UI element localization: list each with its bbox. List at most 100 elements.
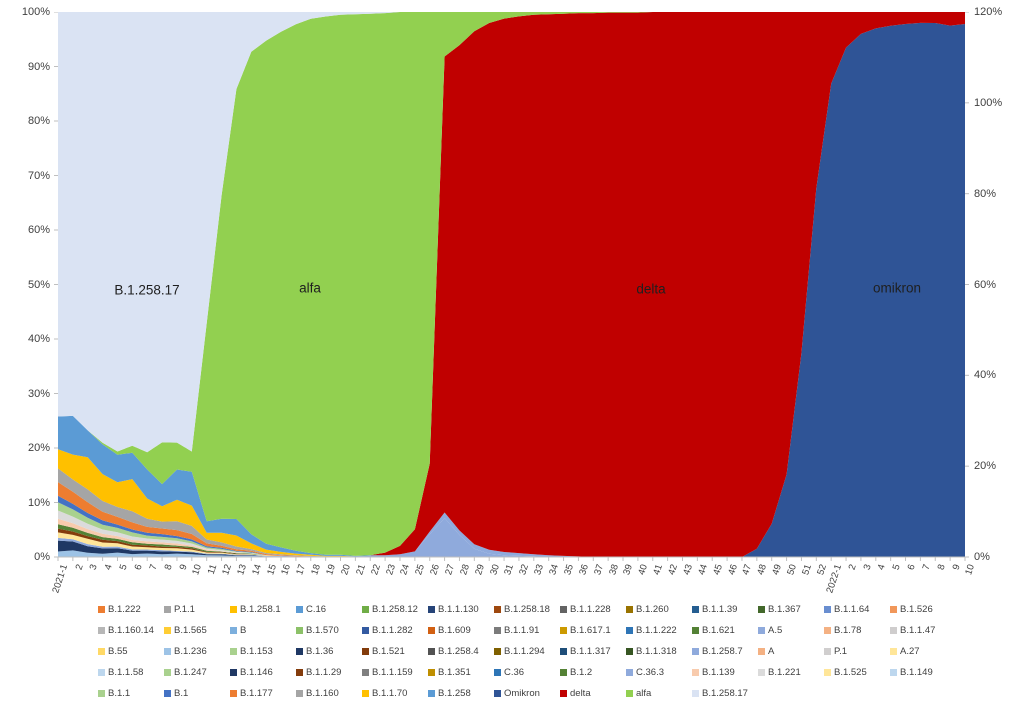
legend-label: B bbox=[240, 625, 247, 636]
x-axis-label: 37 bbox=[591, 563, 606, 577]
legend-label: B.1.617.1 bbox=[570, 625, 611, 636]
x-axis-label: 8 bbox=[935, 563, 948, 572]
legend-swatch-icon bbox=[296, 648, 303, 655]
x-axis-label: 2021-1 bbox=[50, 563, 71, 595]
y-axis-right-label: 0% bbox=[974, 551, 990, 563]
plot-area bbox=[54, 12, 969, 561]
x-axis-label: 2 bbox=[73, 563, 86, 572]
legend-item-A.5: A.5 bbox=[758, 625, 824, 636]
legend-label: B.1.258 bbox=[438, 688, 471, 699]
legend-label: B.1.570 bbox=[306, 625, 339, 636]
x-axis-label: 27 bbox=[443, 563, 458, 577]
legend-label: B.1.621 bbox=[702, 625, 735, 636]
x-axis-label: 38 bbox=[606, 563, 621, 577]
x-axis-label: 28 bbox=[458, 563, 472, 577]
area-label-alfa: alfa bbox=[299, 280, 321, 296]
legend-swatch-icon bbox=[428, 648, 435, 655]
legend-label: B.1.1.130 bbox=[438, 604, 479, 615]
legend-swatch-icon bbox=[98, 690, 105, 697]
x-axis-label: 50 bbox=[785, 563, 800, 577]
legend-swatch-icon bbox=[362, 669, 369, 676]
legend-swatch-icon bbox=[758, 669, 765, 676]
x-axis-label: 51 bbox=[800, 563, 814, 577]
legend-label: delta bbox=[570, 688, 591, 699]
legend-label: B.1.565 bbox=[174, 625, 207, 636]
legend-swatch-icon bbox=[428, 606, 435, 613]
legend-item-B.1.260: B.1.260 bbox=[626, 604, 692, 615]
legend-label: B.1.78 bbox=[834, 625, 862, 636]
legend-swatch-icon bbox=[494, 690, 501, 697]
legend-label: C.16 bbox=[306, 604, 327, 615]
legend-item-B.1.139: B.1.139 bbox=[692, 667, 758, 678]
legend-label: B.1.1 bbox=[108, 688, 131, 699]
legend-label: B.1.160.14 bbox=[108, 625, 154, 636]
y-axis-left-label: 70% bbox=[27, 169, 50, 182]
legend-item-B.1.1.228: B.1.1.228 bbox=[560, 604, 626, 615]
legend-swatch-icon bbox=[362, 627, 369, 634]
x-axis-label: 35 bbox=[562, 563, 576, 577]
x-axis-label: 23 bbox=[383, 563, 398, 577]
legend-label: B.1.1.294 bbox=[504, 646, 545, 657]
x-axis-label: 6 bbox=[905, 563, 918, 572]
legend-item-B.1.177: B.1.177 bbox=[230, 688, 296, 699]
legend-swatch-icon bbox=[890, 627, 897, 634]
legend-item-B.1.258.1: B.1.258.1 bbox=[230, 604, 296, 615]
legend-item-B.1.621: B.1.621 bbox=[692, 625, 758, 636]
legend-item-B.1.258.12: B.1.258.12 bbox=[362, 604, 428, 615]
x-axis-label: 3 bbox=[88, 563, 101, 572]
legend-label: P.1.1 bbox=[174, 604, 195, 615]
legend-item-B: B bbox=[230, 625, 296, 636]
legend-item-C.16: C.16 bbox=[296, 604, 362, 615]
legend-item-B.1.367: B.1.367 bbox=[758, 604, 824, 615]
legend-swatch-icon bbox=[824, 606, 831, 613]
legend-item-B.1.521: B.1.521 bbox=[362, 646, 428, 657]
legend-item-C.36: C.36 bbox=[494, 667, 560, 678]
legend-item-B.1.258.17: B.1.258.17 bbox=[692, 688, 758, 699]
y-axis-left-label: 40% bbox=[27, 333, 50, 345]
legend-swatch-icon bbox=[164, 648, 171, 655]
legend-label: B.1.1.91 bbox=[504, 625, 540, 636]
y-axis-left-label: 30% bbox=[27, 387, 50, 400]
x-axis-label: 19 bbox=[324, 563, 339, 577]
legend-item-B.1.1.130: B.1.1.130 bbox=[428, 604, 494, 615]
x-axis-label: 13 bbox=[235, 563, 249, 577]
legend-swatch-icon bbox=[494, 627, 501, 634]
area-series-B.1.236 bbox=[58, 550, 965, 557]
legend-label: B.1.1.39 bbox=[702, 604, 738, 615]
legend-label: B.1.1.70 bbox=[372, 688, 408, 699]
legend-label: B.1.521 bbox=[372, 646, 405, 657]
x-axis-label: 20 bbox=[339, 563, 353, 577]
legend-swatch-icon bbox=[164, 627, 171, 634]
legend-label: B.1.2 bbox=[570, 667, 593, 678]
x-axis-label: 48 bbox=[755, 563, 770, 577]
x-axis-label: 2 bbox=[846, 563, 859, 572]
x-axis-label: 22 bbox=[368, 563, 383, 577]
legend-label: B.1.139 bbox=[702, 667, 735, 678]
legend-item-B.1.1.58: B.1.1.58 bbox=[98, 667, 164, 678]
legend-item-B.1.258.7: B.1.258.7 bbox=[692, 646, 758, 657]
legend-swatch-icon bbox=[758, 606, 765, 613]
legend-label: B.1.525 bbox=[834, 667, 867, 678]
legend-item-B.1.1.294: B.1.1.294 bbox=[494, 646, 560, 657]
legend-item-B.1.2: B.1.2 bbox=[560, 667, 626, 678]
legend-item-B.1.609: B.1.609 bbox=[428, 625, 494, 636]
y-axis-right-label: 40% bbox=[974, 369, 997, 382]
y-axis-right-label: 120% bbox=[974, 6, 1003, 18]
legend-item-A: A bbox=[758, 646, 824, 657]
legend-swatch-icon bbox=[626, 627, 633, 634]
legend-swatch-icon bbox=[164, 606, 171, 613]
legend-label: B.55 bbox=[108, 646, 128, 657]
legend-item-B.55: B.55 bbox=[98, 646, 164, 657]
x-axis-label: 9 bbox=[177, 563, 190, 572]
legend-label: B.1.1.29 bbox=[306, 667, 342, 678]
legend-label: A bbox=[768, 646, 775, 657]
x-axis-label: 25 bbox=[413, 563, 428, 577]
x-axis-label: 8 bbox=[162, 563, 175, 572]
area-label-delta: delta bbox=[636, 281, 666, 297]
legend-item-B.1.617.1: B.1.617.1 bbox=[560, 625, 626, 636]
legend-label: B.1.1.58 bbox=[108, 667, 144, 678]
y-axis-right-label: 60% bbox=[974, 278, 997, 291]
legend-swatch-icon bbox=[362, 606, 369, 613]
x-axis-label: 30 bbox=[487, 563, 502, 577]
x-axis-label: 16 bbox=[279, 563, 294, 577]
